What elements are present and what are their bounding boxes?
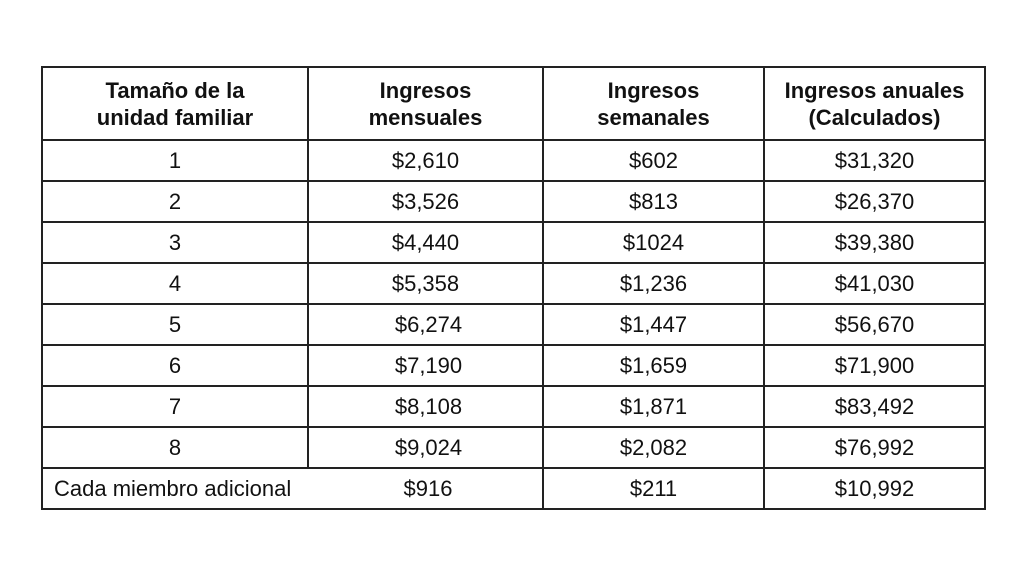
header-weekly-income-line2: semanales: [597, 104, 710, 130]
cell-monthly-income: $7,190: [307, 344, 544, 387]
table-row: 7 $8,108 $1,871 $83,492: [41, 385, 986, 428]
table-row: 8 $9,024 $2,082 $76,992: [41, 426, 986, 469]
cell-annual-income: $41,030: [763, 262, 986, 305]
cell-annual-income: $56,670: [763, 303, 986, 346]
header-weekly-income: Ingresos semanales: [542, 66, 765, 141]
cell-monthly-income: $4,440: [307, 221, 544, 264]
cell-annual-income: $83,492: [763, 385, 986, 428]
cell-household-size: 8: [41, 426, 309, 469]
cell-monthly-income: $6,274: [307, 303, 544, 346]
header-annual-income-line2: (Calculados): [808, 104, 941, 130]
cell-household-size: 3: [41, 221, 309, 264]
income-table-container: Tamaño de la unidad familiar Ingresos me…: [41, 66, 986, 510]
cell-annual-income: $10,992: [763, 467, 986, 510]
cell-monthly-income: $8,108: [307, 385, 544, 428]
cell-weekly-income: $211: [542, 467, 765, 510]
cell-household-size: 6: [41, 344, 309, 387]
cell-weekly-income: $1,659: [542, 344, 765, 387]
cell-household-size: 5: [41, 303, 309, 346]
cell-household-size: 2: [41, 180, 309, 223]
table-row: 3 $4,440 $1024 $39,380: [41, 221, 986, 264]
income-table: Tamaño de la unidad familiar Ingresos me…: [41, 66, 986, 510]
cell-additional-member-label: Cada miembro adicional: [41, 467, 308, 510]
cell-monthly-income: $916: [308, 467, 544, 510]
cell-monthly-income: $9,024: [307, 426, 544, 469]
header-weekly-income-line1: Ingresos: [607, 77, 700, 103]
cell-weekly-income: $813: [542, 180, 765, 223]
cell-household-size: 4: [41, 262, 309, 305]
header-household-size: Tamaño de la unidad familiar: [41, 66, 309, 141]
cell-weekly-income: $2,082: [542, 426, 765, 469]
header-row: Tamaño de la unidad familiar Ingresos me…: [41, 66, 986, 141]
header-monthly-income: Ingresos mensuales: [307, 66, 544, 141]
header-annual-income: Ingresos anuales (Calculados): [763, 66, 986, 141]
cell-annual-income: $76,992: [763, 426, 986, 469]
cell-weekly-income: $1024: [542, 221, 765, 264]
table-row: 5 $6,274 $1,447 $56,670: [41, 303, 986, 346]
table-row: 1 $2,610 $602 $31,320: [41, 139, 986, 182]
header-annual-income-line1: Ingresos anuales: [784, 77, 965, 103]
cell-weekly-income: $1,236: [542, 262, 765, 305]
cell-weekly-income: $1,871: [542, 385, 765, 428]
cell-monthly-income: $3,526: [307, 180, 544, 223]
table-row: 4 $5,358 $1,236 $41,030: [41, 262, 986, 305]
header-monthly-income-line1: Ingresos: [379, 77, 472, 103]
cell-weekly-income: $602: [542, 139, 765, 182]
cell-annual-income: $71,900: [763, 344, 986, 387]
table-row: 2 $3,526 $813 $26,370: [41, 180, 986, 223]
cell-annual-income: $26,370: [763, 180, 986, 223]
table-row: 6 $7,190 $1,659 $71,900: [41, 344, 986, 387]
cell-annual-income: $31,320: [763, 139, 986, 182]
cell-monthly-income: $5,358: [307, 262, 544, 305]
footer-row: Cada miembro adicional $916 $211 $10,992: [41, 467, 986, 510]
header-monthly-income-line2: mensuales: [368, 104, 483, 130]
cell-monthly-income: $2,610: [307, 139, 544, 182]
cell-annual-income: $39,380: [763, 221, 986, 264]
cell-household-size: 7: [41, 385, 309, 428]
header-household-size-line1: Tamaño de la: [105, 77, 245, 103]
header-household-size-line2: unidad familiar: [96, 104, 254, 130]
cell-household-size: 1: [41, 139, 309, 182]
cell-weekly-income: $1,447: [542, 303, 765, 346]
